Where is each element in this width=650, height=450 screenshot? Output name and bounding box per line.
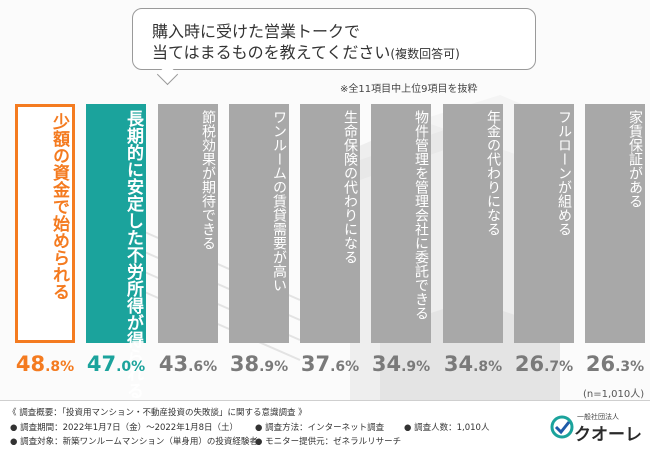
logo-name: クオーレ — [574, 425, 642, 445]
value-int-4: 38 — [229, 352, 260, 376]
value-label-3: 43.6% — [153, 352, 223, 376]
value-int-3: 43 — [158, 352, 189, 376]
value-label-1: 48.8% — [10, 352, 80, 376]
bar-6: 物件管理を管理会社に委託できる — [371, 104, 431, 343]
bar-3: 節税効果が期待できる — [158, 104, 218, 343]
survey-count: ● 調査人数：1,010人 — [404, 423, 490, 433]
value-dec-3: .6% — [188, 359, 218, 375]
value-dec-6: .9% — [401, 359, 431, 375]
survey-method: ● 調査方法：インターネット調査 — [255, 423, 385, 433]
value-dec-7: .8% — [473, 359, 503, 375]
bar-9: 家賃保証がある — [585, 104, 645, 343]
extract-note: ※全11項目中上位9項目を抜粋 — [340, 84, 478, 95]
bar-label-9: 家賃保証がある — [627, 110, 643, 208]
survey-target: ● 調査対象：新築ワンルームマンション（単身用）の投資経験者 — [10, 437, 258, 447]
question-line-2-text: 当てはまるものを教えてください — [152, 43, 391, 62]
bar-1: 少額の資金で始められる — [15, 104, 75, 343]
value-dec-1: .8% — [45, 359, 75, 375]
bar-8: フルローンが組める — [514, 104, 574, 343]
quore-logo-icon — [550, 415, 574, 439]
bar-2: 長期的に安定した不労所得が得られる — [86, 104, 146, 399]
question-multiple-answers-note: (複数回答可) — [390, 47, 460, 61]
value-label-8: 26.7% — [509, 352, 579, 376]
value-label-5: 37.6% — [295, 352, 365, 376]
bar-label-4: ワンルームの賃貸需要が高い — [271, 110, 287, 292]
sample-size-note: (n=1,010人) — [583, 389, 645, 400]
value-label-9: 26.3% — [580, 352, 650, 376]
bar-4: ワンルームの賃貸需要が高い — [229, 104, 289, 343]
value-dec-9: .3% — [615, 359, 645, 375]
question-line-1: 購入時に受けた営業トークで — [152, 22, 361, 41]
bar-7: 年金の代わりになる — [443, 104, 503, 343]
bar-label-6: 物件管理を管理会社に委託できる — [413, 110, 429, 320]
value-int-8: 26 — [514, 352, 545, 376]
footer-divider — [0, 400, 650, 401]
monitor-provider: ● モニター提供元：ゼネラルリサーチ — [255, 437, 402, 447]
bar-label-1: 少額の資金で始められる — [49, 113, 69, 300]
bar-label-7: 年金の代わりになる — [485, 110, 501, 236]
question-line-2: 当てはまるものを教えてください(複数回答可) — [152, 39, 460, 63]
value-int-2: 47 — [86, 352, 117, 376]
value-label-6: 34.9% — [366, 352, 436, 376]
value-dec-5: .6% — [330, 359, 360, 375]
survey-period: ● 調査期間：2022年1月7日（金）～2022年1月8日（土） — [10, 423, 239, 433]
survey-footer: 《 調査概要：「投資用マンション・不動産投資の失敗談」に関する意識調査 》 ● … — [0, 401, 650, 450]
value-label-4: 38.9% — [224, 352, 294, 376]
value-label-7: 34.8% — [438, 352, 508, 376]
value-dec-2: .0% — [116, 359, 146, 375]
value-int-1: 48 — [15, 352, 46, 376]
survey-title: 《 調査概要：「投資用マンション・不動産投資の失敗談」に関する意識調査 》 — [8, 408, 307, 418]
bar-label-2: 長期的に安定した不労所得が得られる — [123, 110, 143, 399]
value-int-9: 26 — [585, 352, 616, 376]
bar-label-3: 節税効果が期待できる — [200, 110, 216, 250]
value-label-2: 47.0% — [81, 352, 151, 376]
bar-label-5: 生命保険の代わりになる — [342, 110, 358, 264]
value-dec-4: .9% — [259, 359, 289, 375]
value-int-7: 34 — [443, 352, 474, 376]
bar-label-8: フルローンが組める — [556, 110, 572, 236]
value-int-6: 34 — [371, 352, 402, 376]
value-int-5: 37 — [300, 352, 331, 376]
question-bubble — [132, 8, 536, 70]
bar-5: 生命保険の代わりになる — [300, 104, 360, 343]
value-dec-8: .7% — [544, 359, 574, 375]
logo-subtitle: 一般社団法人 — [577, 413, 619, 421]
